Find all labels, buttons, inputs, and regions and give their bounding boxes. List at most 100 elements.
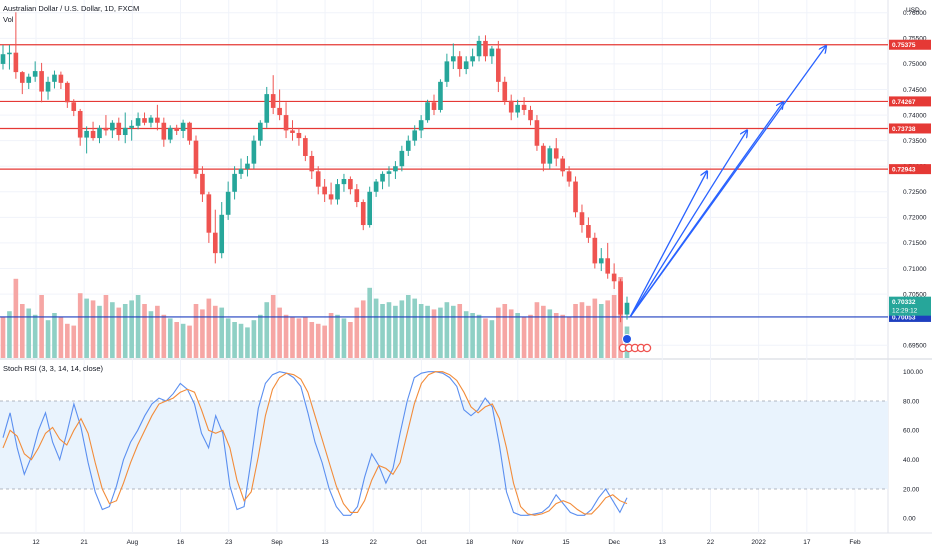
volume-bar <box>7 311 12 358</box>
volume-bar <box>303 316 308 358</box>
volume-bar <box>489 320 495 358</box>
candle-body <box>180 122 186 131</box>
level-price-label: 0.73738 <box>892 126 916 133</box>
candle-body <box>225 191 231 215</box>
rsi-tick-label: 0.00 <box>903 516 916 523</box>
candle-body <box>431 102 437 110</box>
volume-bar <box>77 293 83 358</box>
candle-body <box>52 74 57 82</box>
volume-bar <box>129 300 134 358</box>
volume-bar <box>483 318 488 358</box>
volume-bar <box>26 308 32 358</box>
projection-arrow <box>629 171 707 318</box>
candle-body <box>528 109 533 121</box>
candle-body <box>45 81 51 92</box>
volume-bar <box>19 304 25 358</box>
volume-bar <box>251 320 257 358</box>
candle-body <box>444 61 450 82</box>
volume-bar <box>541 305 546 358</box>
candle-body <box>367 191 372 226</box>
volume-bar <box>167 318 173 358</box>
volume-bar <box>515 313 520 358</box>
rsi-tick-label: 40.00 <box>903 457 920 464</box>
candle-body <box>624 302 630 315</box>
level-price-tag <box>889 96 931 107</box>
candle-body <box>573 181 578 213</box>
candle-body <box>611 273 617 282</box>
level-price-tag <box>889 164 931 175</box>
candle-body <box>360 202 366 226</box>
price-tick-label: 0.75000 <box>903 61 927 68</box>
price-tick-label: 0.72500 <box>903 189 927 196</box>
volume-bar <box>13 278 19 358</box>
time-tick-label: 22 <box>370 539 378 546</box>
candle-body <box>148 117 154 123</box>
candle-body <box>296 132 302 139</box>
volume-bar <box>270 295 276 358</box>
volume-bar <box>579 302 585 358</box>
time-tick-label: 13 <box>659 539 667 546</box>
candle-body <box>245 163 250 169</box>
candle-body <box>470 56 475 62</box>
candle-body <box>586 225 591 238</box>
candle-body <box>200 173 205 195</box>
economic-event-marker <box>642 343 652 353</box>
candle-body <box>155 117 160 123</box>
volume-bar <box>84 298 89 358</box>
volume-bar <box>405 295 411 358</box>
candle-body <box>515 104 520 113</box>
candle-body <box>258 122 263 141</box>
projection-arrow <box>629 130 747 318</box>
time-tick-label: Feb <box>849 539 861 546</box>
volume-bar <box>32 314 38 358</box>
time-tick-label: Dec <box>608 539 620 546</box>
volume-bar <box>438 307 443 358</box>
volume-bar <box>97 305 102 358</box>
candle-body <box>348 179 353 190</box>
volume-bar <box>470 313 475 358</box>
volume-bar <box>393 305 398 358</box>
time-tick-label: Nov <box>512 539 524 546</box>
candle-body <box>110 122 115 131</box>
candle-body <box>341 179 347 185</box>
stoch-d-line <box>2 371 628 516</box>
candle-body <box>251 140 257 164</box>
candle-body <box>161 122 167 140</box>
level-price-label: 0.74267 <box>892 99 916 106</box>
candle-body <box>322 186 327 195</box>
last-price-countdown: 12:29:12 <box>892 308 918 315</box>
volume-bar <box>142 304 147 358</box>
volume-bar <box>322 325 327 358</box>
time-tick-label: Oct <box>416 539 426 546</box>
volume-bar <box>103 295 109 358</box>
candle-body <box>425 102 430 121</box>
rsi-tick-label: 60.00 <box>903 428 920 435</box>
volume-bar <box>245 327 250 358</box>
volume-bar <box>418 304 424 358</box>
volume-bar <box>521 316 527 358</box>
volume-bar <box>161 314 167 358</box>
candle-body <box>496 48 501 82</box>
volume-bar <box>52 313 57 358</box>
time-tick-label: 23 <box>225 539 233 546</box>
candle-body <box>122 127 128 136</box>
candle-body <box>489 48 495 57</box>
volume-bar <box>553 313 559 358</box>
volume-bar <box>296 318 302 358</box>
candle-body <box>219 214 225 254</box>
candle-body <box>566 171 572 182</box>
volume-bar <box>534 302 540 358</box>
candle-body <box>508 100 514 113</box>
candle-body <box>290 130 295 133</box>
candle-body <box>438 81 443 110</box>
time-tick-label: Sep <box>271 539 283 546</box>
volume-bar <box>586 305 591 358</box>
stoch-rsi-title: Stoch RSI (3, 3, 14, 14, close) <box>3 364 104 373</box>
candle-body <box>97 127 102 139</box>
candle-body <box>618 281 623 315</box>
volume-bar <box>348 322 353 358</box>
candle-body <box>232 173 237 192</box>
volume-bar <box>341 318 347 358</box>
